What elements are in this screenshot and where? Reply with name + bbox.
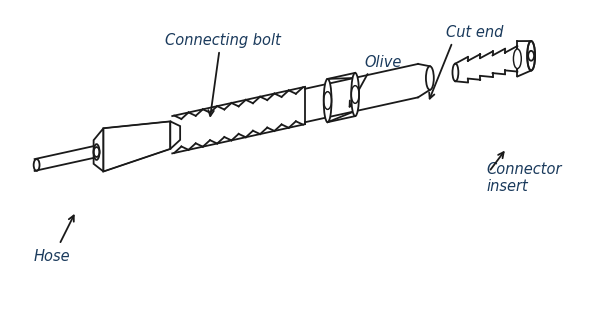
Ellipse shape (93, 144, 99, 160)
Polygon shape (305, 78, 354, 122)
Text: Cut end: Cut end (445, 25, 503, 40)
Ellipse shape (426, 66, 434, 90)
Polygon shape (170, 121, 180, 149)
Text: Connecting bolt: Connecting bolt (165, 33, 281, 48)
Polygon shape (93, 128, 104, 172)
Polygon shape (456, 48, 517, 81)
Polygon shape (104, 121, 170, 172)
Ellipse shape (324, 79, 332, 122)
Ellipse shape (453, 64, 458, 81)
Polygon shape (172, 87, 305, 153)
Text: Olive: Olive (364, 55, 401, 70)
Text: Hose: Hose (34, 248, 71, 264)
Text: Connector
insert: Connector insert (487, 162, 562, 194)
Ellipse shape (527, 41, 535, 71)
Ellipse shape (351, 73, 359, 116)
